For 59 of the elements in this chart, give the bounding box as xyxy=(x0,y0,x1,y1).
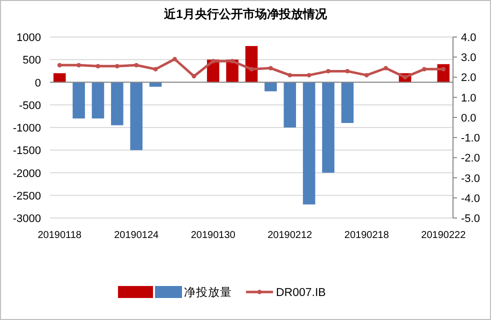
y2-tick-label: -2.0 xyxy=(461,152,480,165)
bar xyxy=(284,82,296,128)
y-tick-label: -1000 xyxy=(12,122,41,134)
y2-tick-label: 3.0 xyxy=(461,52,476,64)
y2-tick-label: -3.0 xyxy=(461,172,480,185)
bar xyxy=(130,82,142,150)
bar xyxy=(53,73,66,82)
bar xyxy=(341,82,354,123)
x-tick-label: 20190124 xyxy=(114,230,160,241)
point xyxy=(288,73,292,78)
y-tick-label: -1500 xyxy=(12,145,41,158)
y2-tick-label: 4.0 xyxy=(461,32,476,44)
bar xyxy=(264,82,277,92)
bar xyxy=(302,82,316,204)
x-tick-label: 20190222 xyxy=(421,230,466,241)
point xyxy=(326,68,330,74)
y-tick-label: 1000 xyxy=(16,32,41,44)
y-tick-label: -2500 xyxy=(12,190,41,202)
y2-tick-label: 2.0 xyxy=(461,72,476,84)
point xyxy=(153,66,158,72)
bar xyxy=(245,46,258,82)
point xyxy=(57,62,62,68)
point xyxy=(76,62,81,68)
point xyxy=(384,66,388,70)
x-tick-label: 20190212 xyxy=(268,230,313,241)
point xyxy=(441,66,446,72)
y2-tick-label: -5.0 xyxy=(461,213,480,225)
point xyxy=(134,62,139,68)
y2-tick-label: -4.0 xyxy=(461,192,480,205)
bar xyxy=(92,82,104,118)
y-tick-label: -2000 xyxy=(12,168,41,180)
x-tick-label: 20190130 xyxy=(190,230,236,241)
point xyxy=(230,58,235,64)
point xyxy=(114,64,120,68)
point xyxy=(422,66,426,72)
y2-tick-label: 0.0 xyxy=(461,112,476,124)
point xyxy=(210,58,216,64)
point xyxy=(172,56,177,62)
point xyxy=(249,66,254,72)
point xyxy=(192,74,196,78)
y-tick-label: 500 xyxy=(22,54,41,67)
y-tick-label: -3000 xyxy=(12,213,41,225)
bar xyxy=(322,82,334,173)
point xyxy=(306,73,312,78)
x-tick-label: 20190118 xyxy=(38,230,82,241)
point xyxy=(364,73,369,78)
y-tick-label: -500 xyxy=(18,100,41,112)
x-tick-label: 20190218 xyxy=(344,230,390,241)
y2-tick-label: -1.0 xyxy=(461,132,480,145)
point xyxy=(268,66,273,70)
legend-label: DR007.IB xyxy=(276,287,326,299)
legend-label: 净投放量 xyxy=(184,286,232,299)
point xyxy=(96,64,100,68)
y-tick-label: 0 xyxy=(34,77,41,90)
point xyxy=(345,68,350,74)
bar xyxy=(72,82,85,118)
chart-title: 近1月央行公开市场净投放情况 xyxy=(163,7,328,21)
y2-tick-label: 1.0 xyxy=(461,92,476,104)
bar xyxy=(111,82,124,126)
